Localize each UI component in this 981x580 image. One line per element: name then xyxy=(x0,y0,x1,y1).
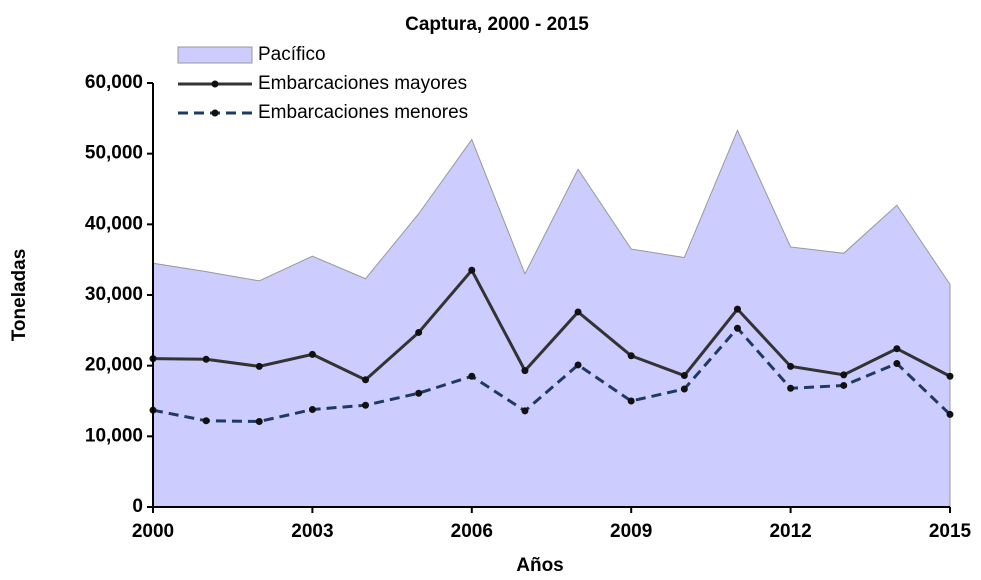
y-tick-label: 40,000 xyxy=(85,213,143,234)
point xyxy=(680,372,688,380)
legend-label: Embarcaciones mayores xyxy=(258,73,467,94)
line xyxy=(152,325,952,423)
point xyxy=(574,308,582,316)
point xyxy=(574,361,582,369)
point xyxy=(840,371,848,379)
point xyxy=(362,401,370,409)
x-tick-label: 2000 xyxy=(132,521,174,542)
y-tick-label: 0 xyxy=(132,496,143,517)
line xyxy=(152,267,951,382)
y-tick-label: 50,000 xyxy=(85,143,143,164)
point xyxy=(733,305,741,313)
point xyxy=(308,405,316,413)
point xyxy=(202,417,210,425)
legend-swatch-point xyxy=(211,109,219,117)
y-tick-label: 60,000 xyxy=(85,72,143,93)
y-axis-label: Toneladas xyxy=(9,249,30,342)
point xyxy=(893,345,901,353)
point xyxy=(946,372,954,380)
point xyxy=(627,397,635,405)
point xyxy=(946,410,954,418)
point xyxy=(255,362,263,370)
point xyxy=(468,372,476,380)
point xyxy=(733,324,741,332)
x-tick-label: 2006 xyxy=(451,521,493,542)
x-tick-label: 2012 xyxy=(769,521,811,542)
x-tick-label: 2003 xyxy=(291,521,333,542)
point xyxy=(415,328,423,336)
point xyxy=(415,389,423,397)
x-tick-label: 2015 xyxy=(929,521,972,542)
point xyxy=(521,367,529,375)
x-axis-label: Años xyxy=(516,555,564,575)
x-tick-label: 2009 xyxy=(610,521,652,542)
y-tick-label: 10,000 xyxy=(85,425,143,446)
point xyxy=(468,266,476,274)
point xyxy=(521,407,529,415)
legend-label: Pacífico xyxy=(258,44,326,65)
legend-label: Embarcaciones menores xyxy=(258,102,468,123)
point xyxy=(680,385,688,393)
point xyxy=(202,355,210,363)
point xyxy=(893,360,901,368)
point xyxy=(627,352,635,360)
point xyxy=(255,417,263,425)
chart-title: Captura, 2000 - 2015 xyxy=(405,14,589,35)
point xyxy=(840,381,848,389)
y-tick-label: 30,000 xyxy=(85,284,143,305)
point xyxy=(362,376,370,384)
point xyxy=(308,350,316,358)
y-tick-label: 20,000 xyxy=(85,355,143,376)
point xyxy=(787,384,795,392)
legend-swatch-point xyxy=(211,80,219,88)
legend-swatch xyxy=(177,46,253,64)
area xyxy=(152,129,951,508)
point xyxy=(787,362,795,370)
